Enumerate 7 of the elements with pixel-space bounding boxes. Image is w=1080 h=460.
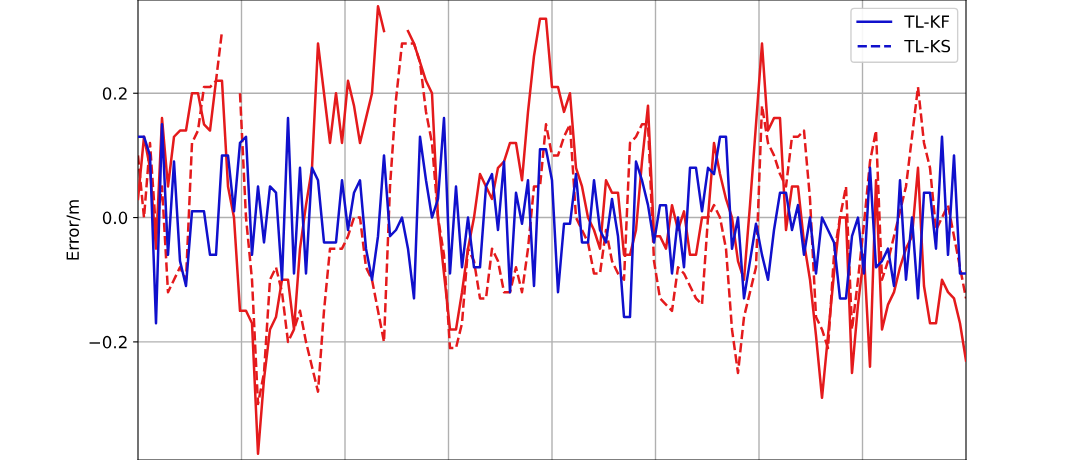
y-tick-label: −0.2 bbox=[89, 335, 127, 349]
y-tick-label: 0.2 bbox=[102, 87, 127, 100]
legend-label: TL-KS bbox=[904, 39, 951, 53]
y-tick-label: 0.0 bbox=[102, 211, 128, 225]
y-axis-title: Error/m bbox=[66, 200, 81, 260]
legend-label: TL-KF bbox=[904, 15, 950, 28]
line-series bbox=[138, 116, 966, 325]
